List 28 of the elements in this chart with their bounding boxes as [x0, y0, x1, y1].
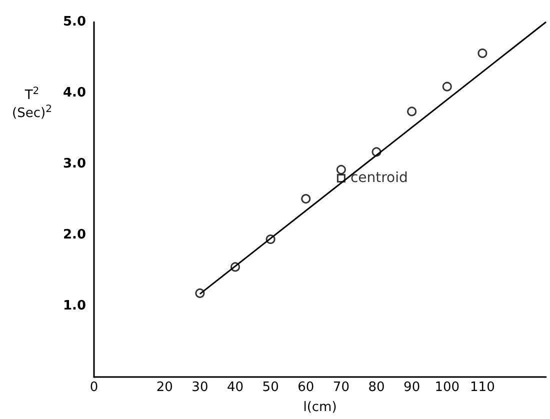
- x-tick-label: 0: [90, 380, 98, 395]
- y-tick-label: 2.0: [62, 228, 86, 242]
- x-tick-label: 70: [332, 380, 350, 395]
- y-tick-label: 3.0: [62, 156, 86, 172]
- x-tick-label: 20: [156, 380, 173, 395]
- y-tick-label: 5.0: [62, 14, 86, 30]
- x-tick-label: 40: [226, 380, 244, 395]
- x-tick-label: 100: [434, 380, 460, 395]
- point: [230, 262, 240, 272]
- point: [372, 147, 382, 157]
- point: [407, 106, 417, 116]
- x-tick-label: 110: [470, 380, 495, 395]
- point: [336, 164, 346, 174]
- x-tick-label: 80: [368, 380, 385, 395]
- x-tick-label: 30: [192, 380, 208, 395]
- x-tick-label: 60: [298, 380, 314, 395]
- series-label: centroid: [350, 170, 408, 186]
- x-axis-title: l(cm): [303, 400, 337, 415]
- point: [478, 48, 488, 58]
- point: [301, 194, 311, 204]
- x-tick-label: 50: [262, 380, 279, 395]
- point: [266, 234, 276, 244]
- point: [195, 288, 205, 298]
- y-tick-label: 4.0: [62, 86, 86, 100]
- point: [442, 82, 452, 92]
- point: [336, 174, 346, 182]
- x-tick-label: 90: [404, 380, 420, 395]
- y-tick-label: 1.0: [62, 298, 86, 314]
